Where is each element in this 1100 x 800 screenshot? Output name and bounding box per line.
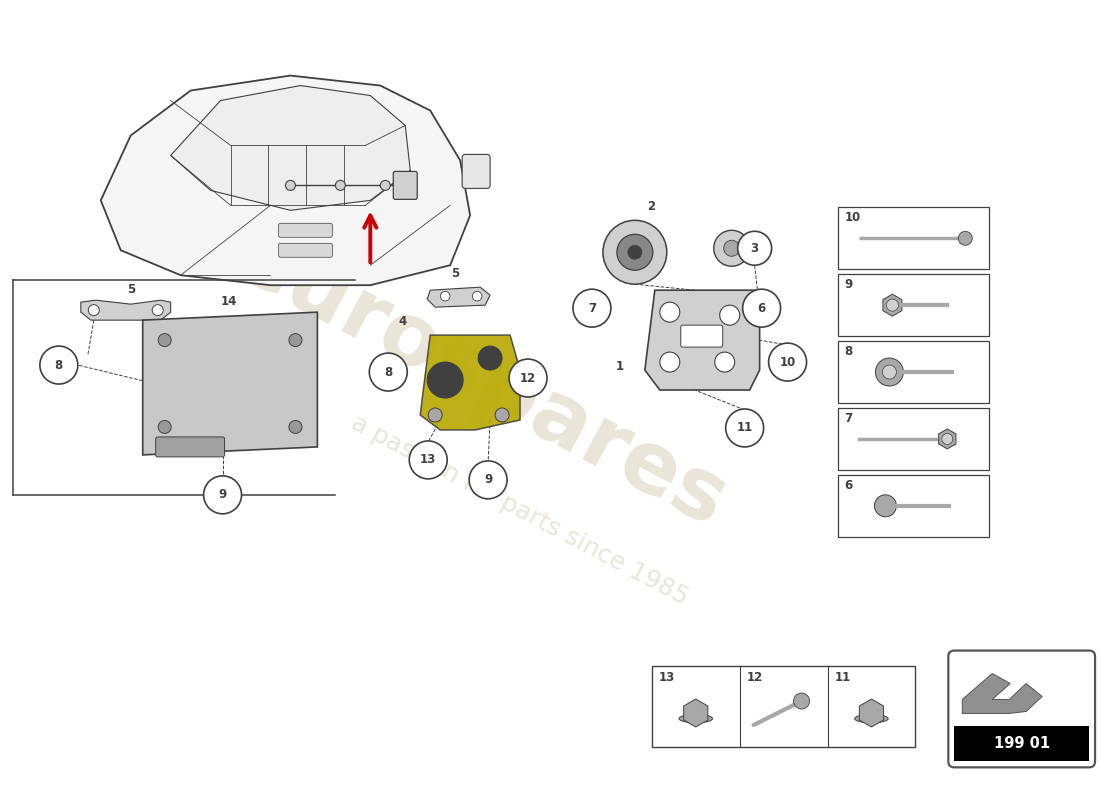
FancyBboxPatch shape [156,437,224,457]
Bar [652,666,915,747]
Circle shape [381,180,390,190]
Text: 8: 8 [845,345,853,358]
Text: 9: 9 [845,278,853,291]
Polygon shape [80,300,170,320]
Polygon shape [143,312,318,455]
Circle shape [715,352,735,372]
Polygon shape [645,290,760,390]
Ellipse shape [855,714,888,722]
Circle shape [286,180,296,190]
Text: 12: 12 [520,371,536,385]
Bar [837,207,989,270]
Bar [955,726,1089,762]
Text: 12: 12 [747,670,763,683]
Circle shape [660,352,680,372]
Circle shape [942,434,953,445]
Circle shape [472,291,482,301]
Polygon shape [170,86,410,210]
Circle shape [742,289,781,327]
FancyBboxPatch shape [394,171,417,199]
Text: 3: 3 [750,242,759,254]
Text: 7: 7 [845,412,853,425]
Circle shape [738,231,771,266]
Text: 9: 9 [484,474,492,486]
Circle shape [289,334,301,346]
Polygon shape [962,674,1042,714]
Text: 13: 13 [659,670,675,683]
Circle shape [724,240,739,256]
Text: 11: 11 [737,422,752,434]
Polygon shape [420,335,520,430]
Bar [837,408,989,470]
Polygon shape [883,294,902,316]
Circle shape [40,346,78,384]
Text: 13: 13 [420,454,437,466]
Circle shape [660,302,680,322]
Circle shape [719,305,739,325]
Text: 10: 10 [845,211,860,224]
Circle shape [882,365,896,379]
Text: 5: 5 [451,267,460,280]
Circle shape [628,246,641,259]
FancyBboxPatch shape [681,325,723,347]
Circle shape [603,220,667,284]
Circle shape [158,421,172,434]
Bar [837,341,989,403]
Text: 6: 6 [845,479,853,492]
Circle shape [958,231,972,246]
FancyBboxPatch shape [462,154,491,188]
Polygon shape [938,429,956,449]
Polygon shape [859,699,883,727]
Circle shape [769,343,806,381]
Circle shape [726,409,763,447]
Text: 2: 2 [647,200,654,214]
Circle shape [714,230,750,266]
Circle shape [158,334,172,346]
Circle shape [573,289,610,327]
Circle shape [469,461,507,499]
Circle shape [289,421,301,434]
Circle shape [793,693,810,709]
Circle shape [509,359,547,397]
Circle shape [152,305,163,316]
Circle shape [887,299,899,311]
FancyBboxPatch shape [278,223,332,238]
Polygon shape [101,75,470,285]
Text: 6: 6 [758,302,766,314]
Text: 7: 7 [587,302,596,314]
Text: 8: 8 [55,358,63,371]
Circle shape [495,408,509,422]
Text: 1: 1 [616,360,624,373]
Text: 199 01: 199 01 [993,737,1049,751]
Text: a passion for parts since 1985: a passion for parts since 1985 [348,410,693,609]
Circle shape [876,358,903,386]
Text: 9: 9 [219,488,227,502]
Circle shape [409,441,448,479]
Text: 11: 11 [835,670,850,683]
Circle shape [478,346,502,370]
Circle shape [874,495,896,517]
Text: 10: 10 [780,355,795,369]
Ellipse shape [679,714,713,722]
Polygon shape [683,699,707,727]
Circle shape [440,291,450,301]
Bar [837,274,989,336]
Circle shape [617,234,652,270]
Circle shape [88,305,99,316]
Circle shape [336,180,345,190]
Text: 4: 4 [398,315,406,328]
Circle shape [204,476,242,514]
Bar [837,475,989,537]
Circle shape [427,362,463,398]
Text: 14: 14 [220,295,236,308]
Text: eurospares: eurospares [220,215,740,545]
Text: 5: 5 [126,283,135,296]
Circle shape [428,408,442,422]
Circle shape [370,353,407,391]
Text: 8: 8 [384,366,393,378]
Polygon shape [427,287,491,307]
FancyBboxPatch shape [948,650,1096,767]
FancyBboxPatch shape [278,243,332,258]
